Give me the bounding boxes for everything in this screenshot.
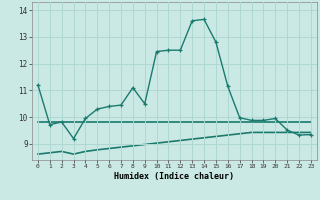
X-axis label: Humidex (Indice chaleur): Humidex (Indice chaleur) bbox=[115, 172, 234, 181]
